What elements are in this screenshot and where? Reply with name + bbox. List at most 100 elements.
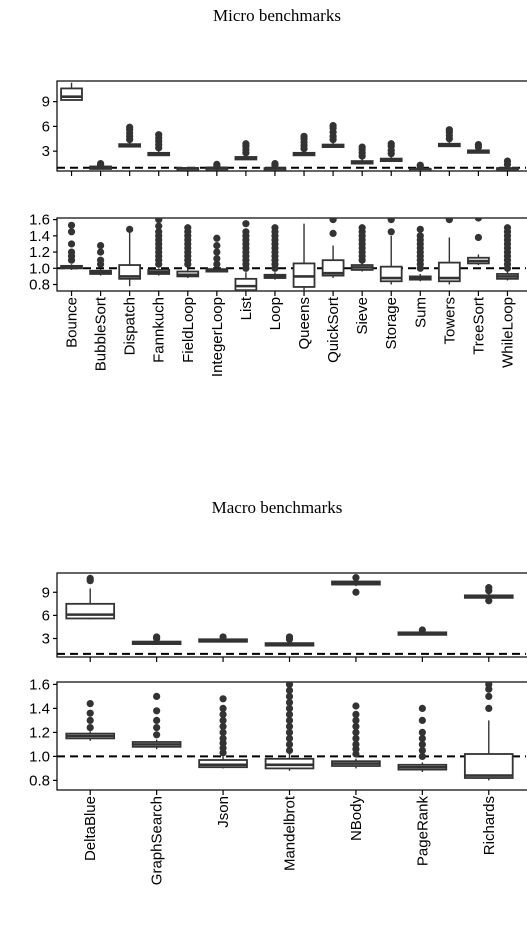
outlier-point <box>352 722 360 731</box>
outlier-point <box>418 746 426 755</box>
outlier-point <box>155 222 163 230</box>
box-nbody <box>331 574 381 596</box>
box-list <box>234 140 258 161</box>
box-whileloop <box>496 157 519 171</box>
micro-top-y-tick-label: 9 <box>42 94 50 111</box>
outlier-point <box>96 241 105 250</box>
outlier-point <box>86 709 94 717</box>
outlier-point <box>285 722 294 731</box>
box-quicksort <box>321 121 345 148</box>
outlier-point <box>352 734 360 743</box>
box-storage <box>379 140 403 163</box>
box-bubblesort <box>89 241 112 276</box>
outlier-point <box>213 254 221 263</box>
micro-bottom-y-tick-label: 1.2 <box>29 244 50 261</box>
micro-top-y-tick-label: 6 <box>42 118 50 135</box>
box-mandelbrot <box>264 682 315 771</box>
box-sieve <box>350 224 374 272</box>
box-bounce <box>60 82 83 101</box>
outlier-point <box>352 710 360 719</box>
category-label-pagerank: PageRank <box>414 796 431 867</box>
category-label-storage: Storage <box>383 297 400 350</box>
macro-top-panel: 3 6 9 <box>42 572 527 662</box>
outlier-point <box>153 731 161 739</box>
micro-bottom-frame <box>56 217 527 292</box>
outlier-point <box>219 633 227 641</box>
box-json <box>198 633 248 643</box>
outlier-point <box>418 752 426 761</box>
outlier-point <box>219 734 227 743</box>
macro-bottom-y-tick-label: 1.6 <box>29 676 50 693</box>
box-treesort <box>467 218 490 266</box>
micro-bottom-panel: 0.81.01.21.41.6 <box>29 212 527 296</box>
outlier-point <box>67 248 76 256</box>
category-label-mandelbrot: Mandelbrot <box>282 795 299 871</box>
category-label-nbody: NBody <box>348 796 365 842</box>
outlier-point <box>219 728 227 737</box>
outlier-point <box>285 740 294 749</box>
category-label-sieve: Sieve <box>354 297 371 335</box>
box-dispatch <box>118 123 142 148</box>
outlier-point <box>126 225 134 233</box>
box-body <box>463 753 514 779</box>
outlier-point <box>285 633 294 641</box>
macro-bottom-y-tick-label: 1.4 <box>29 700 50 717</box>
outlier-point <box>474 233 483 242</box>
outlier-point <box>387 228 395 236</box>
outlier-point <box>352 588 360 596</box>
outlier-point <box>418 716 426 725</box>
box-sum <box>408 161 432 171</box>
outlier-point <box>445 218 453 224</box>
outlier-point <box>153 724 161 732</box>
outlier-point <box>418 704 426 713</box>
macro-chart-title: Macro benchmarks <box>212 498 343 517</box>
outlier-point <box>96 159 105 168</box>
outlier-point <box>329 121 337 130</box>
category-label-fannkuch: Fannkuch <box>151 297 168 363</box>
outlier-point <box>485 704 493 713</box>
outlier-point <box>242 228 250 236</box>
outlier-point <box>474 218 483 222</box>
category-label-quicksort: QuickSort <box>325 296 342 363</box>
macro-top-y-tick-label: 3 <box>42 631 50 648</box>
outlier-point <box>219 704 227 713</box>
macro-top-y-tick-label: 9 <box>42 584 50 601</box>
category-label-loop: Loop <box>267 297 284 330</box>
box-quicksort <box>321 218 345 279</box>
box-deltablue <box>65 700 116 741</box>
macro-top-y-tick-label: 6 <box>42 607 50 624</box>
outlier-point <box>352 740 360 749</box>
outlier-point <box>474 140 483 149</box>
micro-bottom-y-tick-label: 1.4 <box>29 228 50 245</box>
outlier-point <box>285 704 294 713</box>
box-body <box>60 87 83 101</box>
outlier-point <box>416 225 424 233</box>
box-dispatch <box>118 225 142 287</box>
micro-category-labels: Bounce BubbleSort Dispatch Fannkuch FieldLoo… <box>64 296 517 377</box>
box-integerloop <box>205 234 229 273</box>
outlier-point <box>418 626 426 634</box>
outlier-point <box>418 740 426 749</box>
outlier-point <box>352 716 360 725</box>
box-body <box>437 261 461 283</box>
outlier-point <box>352 574 360 582</box>
category-label-graphsearch: GraphSearch <box>149 796 166 885</box>
macro-category-labels: DeltaBlue GraphSearch Json Mandelbrot NBody P… <box>82 795 498 885</box>
macro-bottom-y-tick-label: 0.8 <box>29 772 50 789</box>
outlier-point <box>418 734 426 743</box>
outlier-point <box>155 228 163 236</box>
box-sieve <box>350 143 374 165</box>
box-graphsearch <box>131 692 182 750</box>
outlier-point <box>387 140 395 148</box>
category-label-sum: Sum <box>412 297 429 328</box>
outlier-point <box>503 224 512 232</box>
box-mandelbrot <box>264 633 315 647</box>
outlier-point <box>219 722 227 731</box>
outlier-point <box>485 692 493 701</box>
box-towers <box>437 126 461 148</box>
outlier-point <box>67 221 76 229</box>
micro-bottom-y-tick-label: 0.8 <box>29 277 50 294</box>
box-loop <box>263 159 287 171</box>
category-label-dispatch: Dispatch <box>122 297 139 355</box>
outlier-point <box>503 157 512 165</box>
